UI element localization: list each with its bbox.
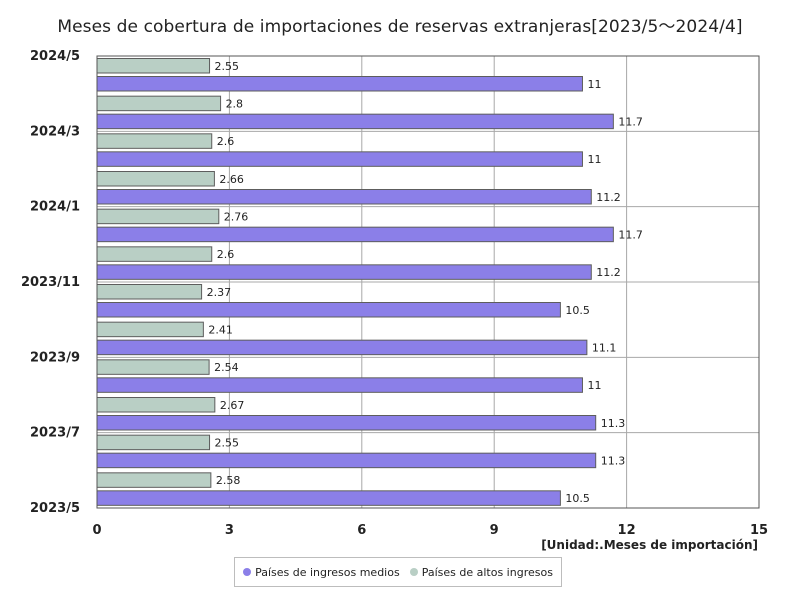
data-label-medium-income: 10.5 <box>565 492 590 505</box>
data-label-high-income: 2.6 <box>217 135 235 148</box>
data-label-high-income: 2.66 <box>219 173 244 186</box>
bar-high-income <box>96 171 215 187</box>
bar-high-income <box>96 133 213 149</box>
bar-high-income <box>96 284 203 300</box>
legend-swatch-medium-income <box>243 568 252 576</box>
bar-medium-income <box>96 302 561 318</box>
x-tick-label: 15 <box>750 523 768 538</box>
y-tick-label: 2023/5 <box>30 501 80 516</box>
data-labels: 2.58 10.5 2.55 11.3 2.67 11.3 2.54 11 2.41 11.1 2.… <box>207 60 643 505</box>
data-label-medium-income: 11.7 <box>618 115 643 128</box>
data-label-medium-income: 10.5 <box>565 304 590 317</box>
data-label-high-income: 2.67 <box>220 399 245 412</box>
data-label-high-income: 2.8 <box>226 97 244 110</box>
bar-medium-income <box>96 264 592 280</box>
legend-item-medium-income[interactable]: Países de ingresos medios <box>243 566 400 579</box>
data-label-medium-income: 11.3 <box>601 417 626 430</box>
x-tick-label: 9 <box>490 523 499 538</box>
bar-medium-income <box>96 113 614 130</box>
y-tick-label: 2024/5 <box>30 49 80 64</box>
bar-high-income <box>96 397 216 413</box>
y-tick-label: 2023/9 <box>30 350 80 365</box>
bar-medium-income <box>96 452 597 469</box>
data-label-medium-income: 11.7 <box>618 228 643 241</box>
legend-label-high-income: Países de altos ingresos <box>421 565 553 579</box>
data-label-medium-income: 11.2 <box>596 266 621 279</box>
bar-high-income <box>96 321 204 338</box>
legend: Países de ingresos medios Países de alto… <box>234 557 562 587</box>
y-tick-label: 2023/7 <box>30 426 80 441</box>
data-label-high-income: 2.54 <box>214 361 239 374</box>
bar-medium-income <box>96 377 583 393</box>
bar-high-income <box>96 434 211 451</box>
data-label-high-income: 2.55 <box>215 436 240 449</box>
plot-border <box>96 55 760 509</box>
bar-high-income <box>96 58 211 74</box>
bar-medium-income <box>96 151 583 167</box>
bar-medium-income <box>96 189 592 205</box>
data-label-medium-income: 11 <box>587 153 601 166</box>
y-tick-label: 2023/11 <box>21 275 80 290</box>
data-label-high-income: 2.6 <box>217 248 235 261</box>
bar-medium-income <box>96 76 583 92</box>
data-label-medium-income: 11.2 <box>596 191 621 204</box>
data-label-high-income: 2.55 <box>215 60 240 73</box>
data-label-medium-income: 11.1 <box>592 341 617 354</box>
data-label-high-income: 2.58 <box>216 474 241 487</box>
bar-high-income <box>96 246 213 262</box>
bar-high-income <box>96 472 212 488</box>
y-tick-label: 2024/1 <box>30 200 80 215</box>
bar-high-income <box>96 359 210 375</box>
legend-item-high-income[interactable]: Países de altos ingresos <box>409 565 553 579</box>
x-tick-label: 6 <box>357 523 366 538</box>
legend-swatch-high-income <box>409 568 418 576</box>
data-label-high-income: 2.41 <box>208 323 233 336</box>
axes: 0 3 6 9 12 15 2023/5 2023/7 2023/9 2023/11 2024/1 2… <box>21 49 768 538</box>
bar-medium-income <box>96 490 561 506</box>
chart-title: Meses de cobertura de importaciones de r… <box>57 17 743 37</box>
data-label-medium-income: 11 <box>587 379 601 392</box>
unit-label: [Unidad:.Meses de importación] <box>541 538 758 552</box>
legend-label-medium-income: Países de ingresos medios <box>255 565 400 579</box>
bar-medium-income <box>96 415 597 431</box>
x-tick-label: 12 <box>618 523 636 538</box>
y-tick-label: 2024/3 <box>30 124 80 139</box>
data-label-medium-income: 11 <box>587 78 601 91</box>
bar-high-income <box>96 208 220 225</box>
grid-lines <box>96 56 760 508</box>
x-tick-label: 3 <box>225 523 234 538</box>
bar-high-income <box>96 95 222 112</box>
data-label-high-income: 2.76 <box>224 210 249 223</box>
data-label-medium-income: 11.3 <box>601 454 626 467</box>
bar-medium-income <box>96 339 588 356</box>
bar-medium-income <box>96 226 614 243</box>
x-tick-label: 0 <box>92 523 101 538</box>
data-label-high-income: 2.37 <box>207 286 232 299</box>
